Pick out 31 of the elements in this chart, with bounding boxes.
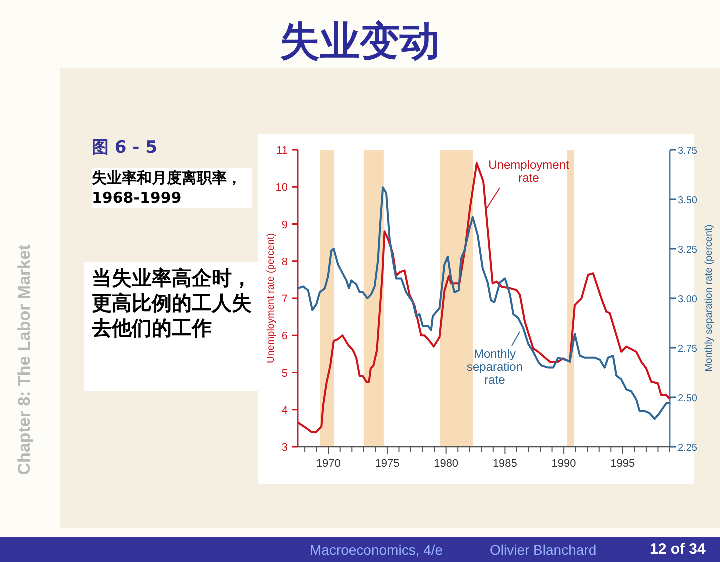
y-tick-label: 11 — [276, 145, 288, 157]
y2-tick-label: 2.75 — [678, 344, 698, 355]
annotation: Olivier Blanchard — [490, 542, 597, 558]
y2-tick-label: 3.50 — [678, 196, 698, 206]
x-tick-label: 1995 — [610, 458, 636, 470]
y-tick-label: 6 — [282, 330, 288, 343]
x-tick-label: 1985 — [492, 458, 518, 470]
y2-tick-label: 2.50 — [678, 394, 698, 404]
y2-tick-label: 3.25 — [678, 245, 698, 256]
y-tick-label: 5 — [282, 368, 288, 380]
y-axis-title: Unemployment rate (percent) — [266, 233, 277, 364]
annotation: 图 6 - 5 — [92, 137, 158, 159]
y2-axis-title: Monthly separation rate (percent) — [704, 224, 715, 372]
y2-tick-label: 3.75 — [678, 146, 698, 157]
y-tick-label: 9 — [282, 219, 288, 232]
annotation: 失业率和月度离职率，1968-1999 — [92, 168, 252, 208]
annotation: Chapter 8: The Labor Market — [15, 244, 35, 478]
x-tick-label: 1990 — [552, 458, 576, 470]
y2-tick-label: 2.25 — [678, 443, 698, 454]
y-tick-label: 3 — [282, 442, 288, 454]
x-tick-label: 1975 — [375, 458, 400, 470]
title: 失业变动 — [279, 18, 441, 67]
y-tick-label: 8 — [282, 256, 288, 268]
y-tick-label: 10 — [276, 182, 288, 194]
y-tick-label: 4 — [282, 404, 288, 417]
y-tick-label: 7 — [282, 294, 288, 306]
y2-tick-label: 3.00 — [678, 294, 698, 306]
x-tick-label: 1980 — [434, 458, 459, 470]
x-tick-label: 1970 — [316, 458, 341, 470]
annotation: 12 of 34 — [650, 541, 706, 558]
annotation: Macroeconomics, 4/e — [310, 542, 444, 558]
